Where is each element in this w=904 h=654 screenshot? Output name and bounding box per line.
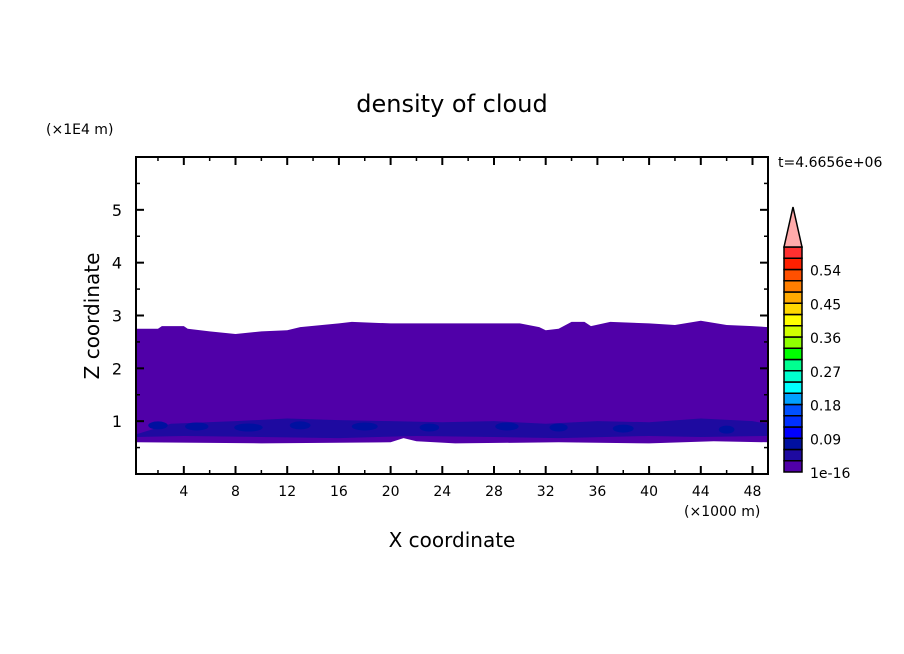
x-axis-ticks: 4 8 12 16 20 24 28 32 36 40 44 48 bbox=[157, 157, 762, 500]
colorbar-box bbox=[783, 460, 803, 473]
colorbar-tick-label: 0.09 bbox=[810, 432, 841, 448]
x-unit-label: (×1000 m) bbox=[684, 504, 760, 520]
x-tick-label: 20 bbox=[382, 484, 400, 500]
colorbar-tick-label: 0.45 bbox=[810, 297, 841, 313]
contour-level-3-patch bbox=[289, 421, 311, 430]
colorbar-box bbox=[783, 392, 803, 406]
colorbar-box bbox=[783, 302, 803, 316]
colorbar-box bbox=[783, 325, 803, 338]
contour-level-3-patch bbox=[185, 422, 209, 431]
colorbar-tick-label: 1e-16 bbox=[810, 466, 850, 482]
y-tick-label: 1 bbox=[112, 412, 122, 431]
y-unit-label: (×1E4 m) bbox=[46, 122, 113, 138]
plot-frame bbox=[135, 156, 769, 475]
colorbar-box bbox=[783, 268, 803, 282]
x-tick-label: 32 bbox=[537, 484, 555, 500]
contour-level-3-patch bbox=[718, 425, 735, 434]
x-tick-label: 12 bbox=[278, 484, 296, 500]
colorbar-box bbox=[783, 381, 803, 394]
colorbar: 1e-16 0.09 0.18 0.27 0.36 0.45 0.54 bbox=[783, 206, 850, 482]
colorbar-box bbox=[783, 291, 803, 304]
contour-plot-area bbox=[136, 320, 768, 444]
colorbar-box bbox=[783, 426, 803, 439]
colorbar-box bbox=[783, 336, 803, 349]
y-tick-label: 5 bbox=[112, 201, 122, 220]
colorbar-tick-label: 0.54 bbox=[810, 264, 841, 280]
y-tick-label: 3 bbox=[112, 307, 122, 326]
colorbar-box bbox=[783, 437, 803, 451]
colorbar-tick-label: 0.27 bbox=[810, 365, 841, 381]
colorbar-box bbox=[783, 313, 803, 327]
colorbar-box bbox=[783, 415, 803, 428]
contour-level-3-patch bbox=[549, 423, 568, 432]
contour-level-1 bbox=[136, 320, 768, 444]
time-label: t=4.6656e+06 bbox=[778, 155, 882, 171]
colorbar-box bbox=[783, 257, 803, 271]
colorbar-tick-label: 0.18 bbox=[810, 399, 841, 415]
x-tick-label: 24 bbox=[433, 484, 451, 500]
y-tick-label: 2 bbox=[112, 359, 122, 378]
colorbar-box bbox=[783, 347, 803, 361]
colorbar-box bbox=[783, 403, 803, 417]
colorbar-box bbox=[783, 448, 803, 462]
x-tick-label: 16 bbox=[330, 484, 348, 500]
contour-level-3-patch bbox=[495, 422, 519, 431]
contour-level-3-patch bbox=[148, 421, 168, 430]
x-tick-label: 44 bbox=[692, 484, 710, 500]
colorbar-box bbox=[783, 246, 803, 259]
colorbar-box bbox=[783, 358, 803, 372]
colorbar-tick-label: 0.36 bbox=[810, 331, 841, 347]
x-tick-label: 8 bbox=[231, 484, 240, 500]
y-tick-label: 4 bbox=[112, 254, 122, 273]
x-tick-label: 36 bbox=[588, 484, 606, 500]
colorbar-extend-arrow bbox=[783, 206, 803, 248]
contour-level-3-patch bbox=[234, 423, 263, 432]
x-axis-label: X coordinate bbox=[389, 528, 516, 552]
contour-level-3-patch bbox=[612, 424, 634, 433]
chart-title: density of cloud bbox=[356, 90, 547, 118]
colorbar-box bbox=[783, 370, 803, 383]
contour-level-3-patch bbox=[351, 422, 378, 431]
contour-level-3-patch bbox=[419, 423, 440, 432]
colorbar-box bbox=[783, 280, 803, 293]
x-tick-label: 40 bbox=[640, 484, 658, 500]
x-tick-label: 28 bbox=[485, 484, 503, 500]
y-axis-label: Z coordinate bbox=[80, 253, 104, 380]
x-tick-label: 48 bbox=[744, 484, 762, 500]
x-tick-label: 4 bbox=[179, 484, 188, 500]
